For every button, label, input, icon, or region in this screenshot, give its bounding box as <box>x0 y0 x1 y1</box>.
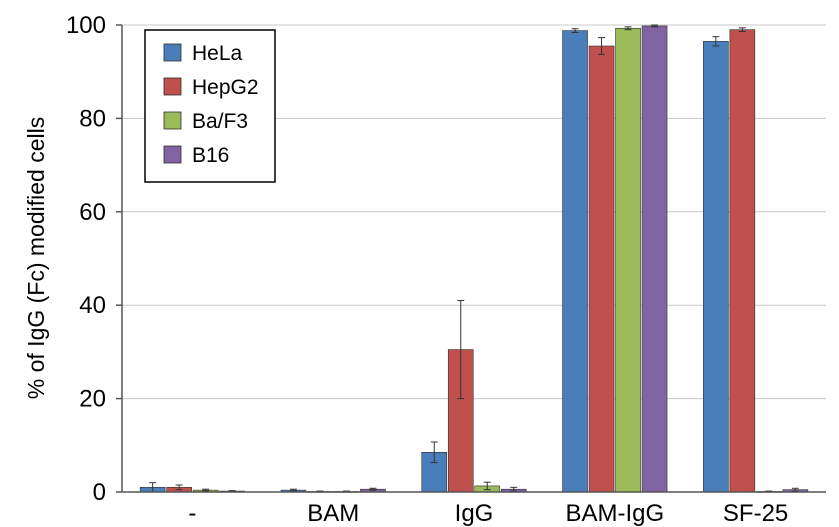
legend-swatch <box>163 111 182 130</box>
y-tick-label: 100 <box>66 12 106 39</box>
error-bar <box>624 26 632 31</box>
legend-label: Ba/F3 <box>192 110 248 133</box>
x-tick-label: BAM-IgG <box>565 500 664 527</box>
axes <box>116 24 826 493</box>
legend-label: HepG2 <box>192 76 259 99</box>
legend-swatch <box>163 77 182 96</box>
error-bar <box>483 481 491 491</box>
error-bar <box>791 487 799 492</box>
error-bar <box>175 484 183 491</box>
error-bar <box>598 37 606 55</box>
bars <box>139 25 809 493</box>
error-bar <box>289 488 297 492</box>
error-bar <box>571 28 579 33</box>
y-tick-label: 20 <box>79 386 106 413</box>
legend-swatch <box>163 145 182 164</box>
x-tick-label: IgG <box>455 500 494 527</box>
x-tick-label: - <box>188 500 196 527</box>
error-bar <box>457 300 465 400</box>
legend-item: B16 <box>163 144 229 167</box>
error-bar <box>430 441 438 464</box>
y-tick-label: 0 <box>93 479 106 506</box>
error-bar <box>202 488 210 492</box>
error-bar <box>510 486 518 492</box>
bar <box>588 45 615 493</box>
error-bar <box>712 36 720 47</box>
legend-label: B16 <box>192 144 229 167</box>
x-tick-label: BAM <box>307 500 359 527</box>
x-tick-label: SF-25 <box>723 500 788 527</box>
bar <box>615 27 641 493</box>
y-tick-label: 60 <box>79 199 106 226</box>
bar <box>729 29 756 493</box>
legend-item: HepG2 <box>163 76 259 99</box>
legend-label: HeLa <box>192 42 243 65</box>
y-tick-label: 80 <box>79 105 106 132</box>
error-bar <box>651 24 659 28</box>
y-tick-labels: 0 20 40 60 80 100 <box>66 12 106 506</box>
y-axis-title: % of IgG (Fc) modified cells <box>23 117 49 399</box>
error-bar <box>738 27 746 33</box>
x-tick-labels: - BAM IgG BAM-IgG SF-25 <box>188 500 788 527</box>
error-bar <box>369 487 377 491</box>
y-tick-label: 40 <box>79 292 106 319</box>
legend: HeLa HepG2 Ba/F3 B16 <box>144 29 276 183</box>
legend-swatch <box>163 43 182 62</box>
legend-item: HeLa <box>163 42 243 65</box>
legend-item: Ba/F3 <box>163 110 248 133</box>
bar <box>562 30 588 493</box>
bar <box>703 41 729 493</box>
bar <box>641 25 668 493</box>
